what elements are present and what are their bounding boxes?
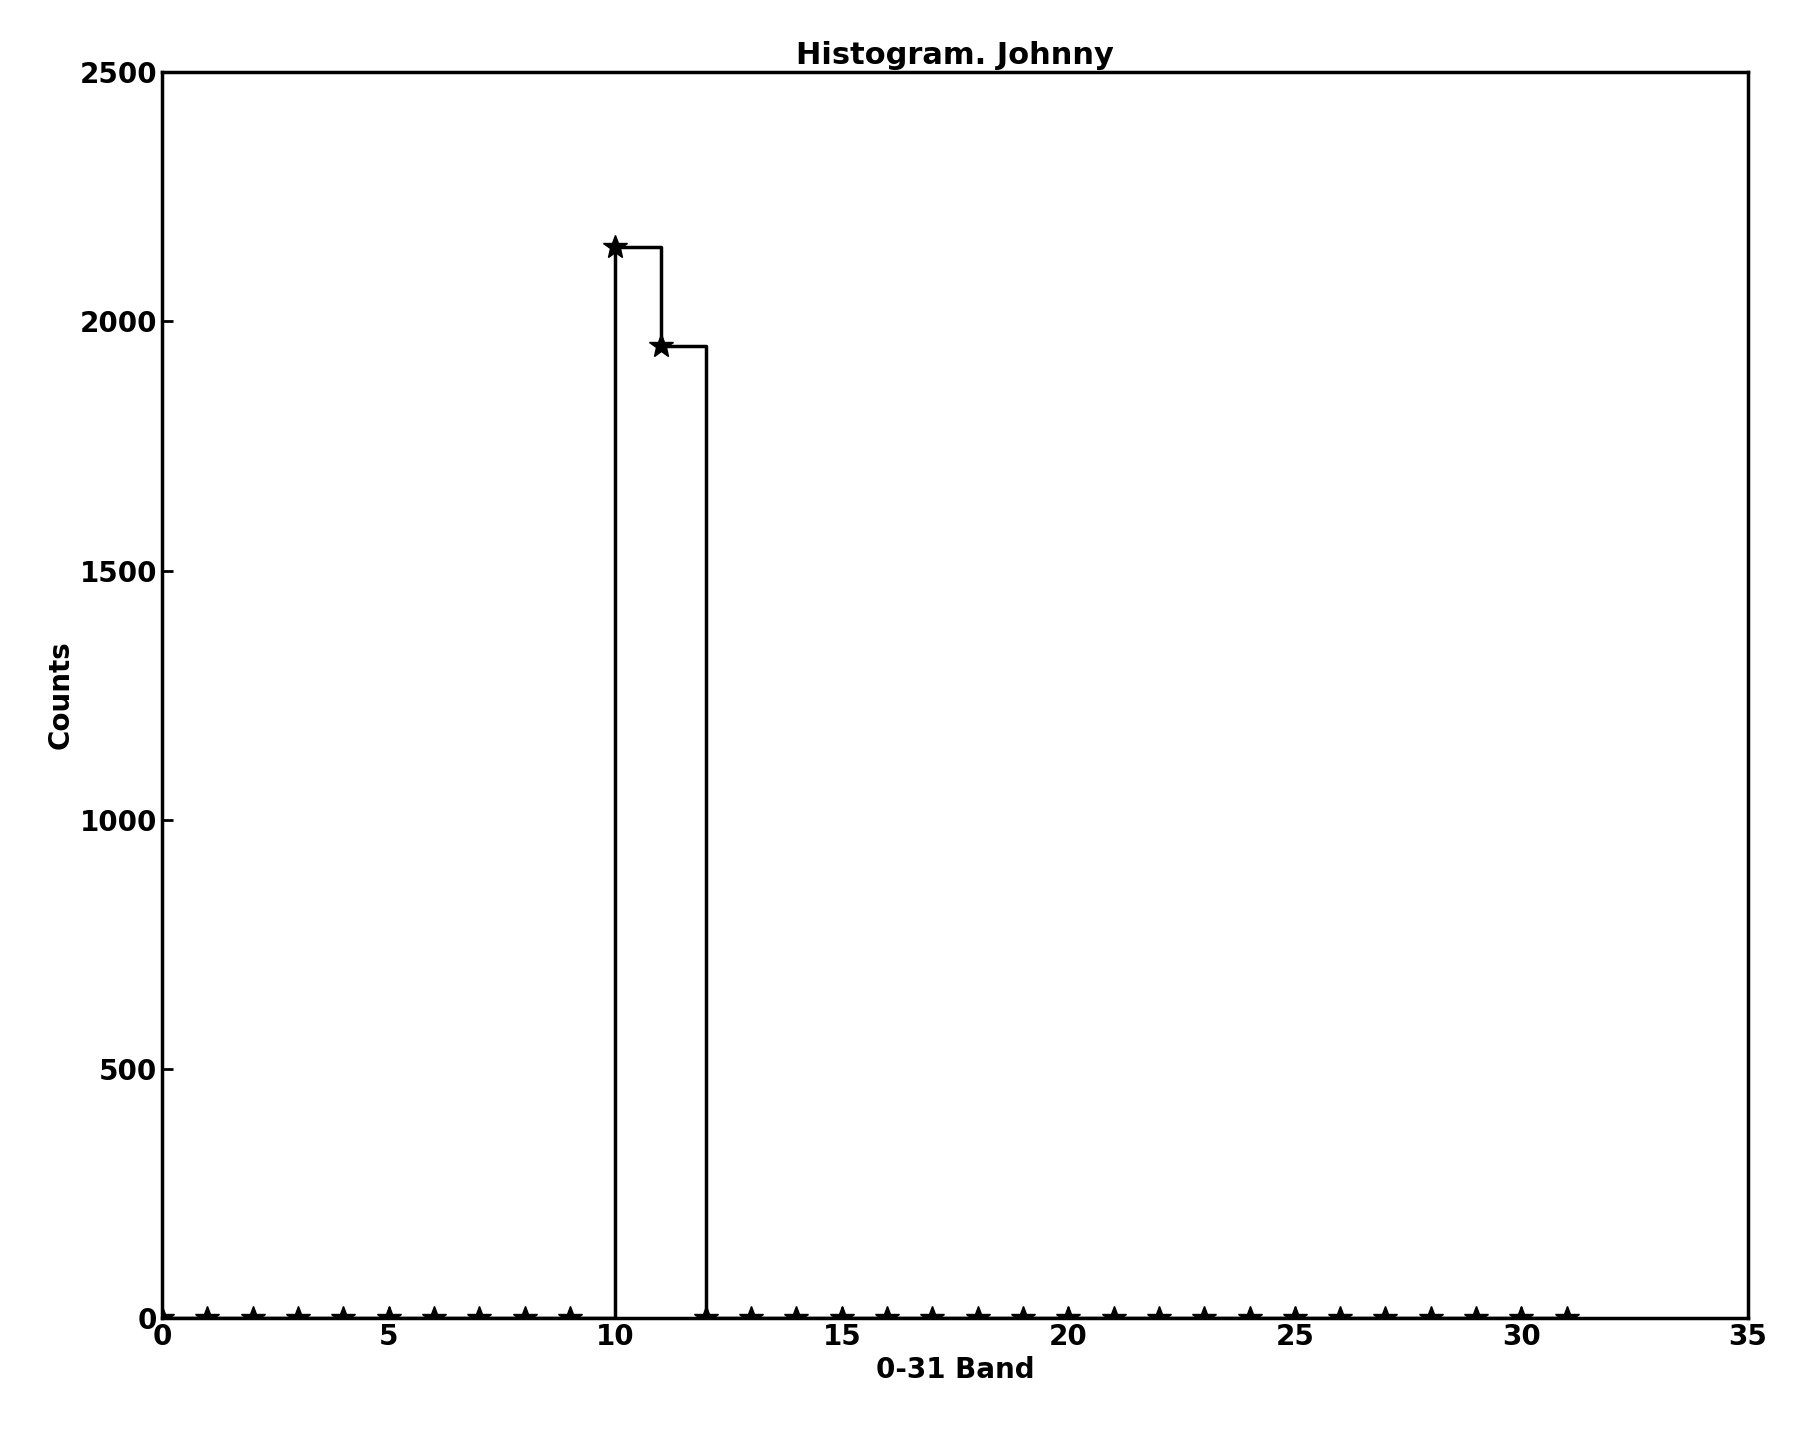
Y-axis label: Counts: Counts <box>47 640 74 750</box>
X-axis label: 0-31 Band: 0-31 Band <box>876 1357 1034 1384</box>
Title: Histogram. Johnny: Histogram. Johnny <box>796 41 1114 70</box>
